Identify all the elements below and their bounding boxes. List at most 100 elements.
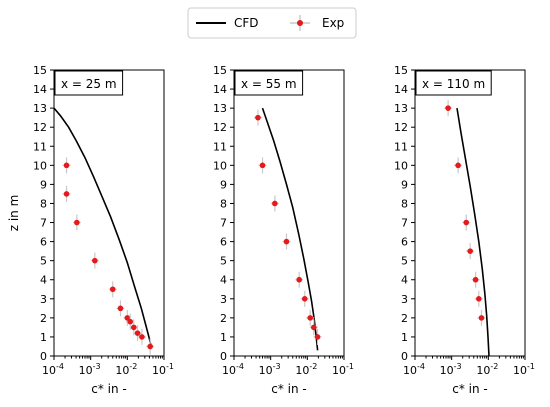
y-tick-label: 4: [40, 274, 47, 287]
x-tick-label: 10-2: [476, 362, 498, 377]
y-tick-label: 14: [33, 83, 47, 96]
legend-box: [187, 7, 357, 39]
y-tick-label: 0: [220, 350, 227, 363]
exp-point: [272, 200, 278, 207]
exp-point: [455, 162, 461, 169]
y-tick-label: 5: [40, 255, 47, 268]
x-tick-label: 10-1: [152, 362, 174, 377]
y-tick-label: 11: [213, 140, 227, 153]
y-tick-label: 2: [40, 312, 47, 325]
exp-point: [92, 257, 98, 264]
exp-point: [301, 296, 308, 302]
exp-point: [259, 162, 266, 169]
exp-point: [127, 318, 134, 325]
exp-point: [310, 324, 317, 331]
y-tick-label: 13: [213, 102, 227, 115]
panel-title-box: [415, 70, 492, 96]
axes-frame: [53, 69, 165, 357]
plot-area: [253, 107, 322, 351]
panel-title: x = 110 m: [422, 77, 485, 91]
y-tick-label: 15: [33, 64, 47, 77]
y-tick-label: 3: [40, 293, 47, 306]
exp-point: [109, 286, 116, 293]
exp-point: [463, 219, 470, 226]
y-tick-label: 13: [33, 102, 47, 115]
y-tick-label: 8: [220, 197, 227, 210]
y-tick-label: 8: [401, 197, 408, 210]
exp-point: [478, 315, 485, 321]
y-tick-label: 1: [220, 331, 227, 344]
y-tick-label: 12: [33, 121, 47, 134]
y-tick-label: 8: [40, 197, 47, 210]
x-tick-label: 10-3: [440, 362, 462, 377]
y-tick-label: 12: [213, 121, 227, 134]
y-tick-label: 3: [220, 293, 227, 306]
y-tick-label: 5: [220, 255, 227, 268]
x-tick-label: 10-3: [79, 362, 101, 377]
exp-point: [147, 343, 153, 350]
x-tick-label: 10-1: [513, 362, 535, 377]
exp-point: [134, 330, 141, 336]
y-tick-label: 9: [40, 178, 47, 191]
exp-point: [130, 324, 137, 331]
exp-point: [314, 334, 321, 340]
x-tick-label: 10-1: [332, 362, 354, 377]
x-axis-label: c* in -: [91, 382, 127, 396]
y-tick-label: 7: [220, 217, 227, 230]
y-tick-label: 14: [213, 83, 227, 96]
y-tick-label: 5: [401, 255, 408, 268]
exp-point: [472, 276, 479, 283]
x-tick-label: 10-2: [115, 362, 137, 377]
x-axis-label: c* in -: [271, 382, 307, 396]
cfd-line: [456, 107, 490, 356]
exp-point: [63, 162, 70, 169]
y-tick-label: 4: [220, 274, 227, 287]
legend-exp-label: Exp: [322, 16, 344, 30]
panel-title-box: [234, 70, 304, 96]
panel-title-box: [54, 70, 124, 96]
panel-title: x = 55 m: [241, 77, 297, 91]
y-tick-label: 13: [394, 102, 408, 115]
y-tick-label: 9: [401, 178, 408, 191]
y-tick-label: 15: [394, 64, 408, 77]
legend: CFD Exp: [187, 7, 357, 39]
y-tick-label: 10: [213, 159, 227, 172]
y-tick-label: 6: [401, 236, 408, 249]
y-tick-label: 0: [40, 350, 47, 363]
y-tick-label: 6: [40, 236, 47, 249]
x-tick-label: 10-4: [222, 362, 244, 377]
exp-point: [307, 315, 314, 321]
y-tick-label: 3: [401, 293, 408, 306]
y-axis-label: z in m: [7, 195, 21, 232]
legend-exp-marker: [297, 20, 303, 26]
exp-point: [467, 248, 473, 254]
exp-point: [283, 238, 290, 245]
exp-point: [476, 296, 482, 302]
exp-point: [139, 334, 145, 340]
exp-point: [74, 219, 80, 226]
y-tick-label: 14: [394, 83, 408, 96]
y-tick-label: 7: [40, 217, 47, 230]
exp-point: [63, 191, 70, 197]
y-tick-label: 6: [220, 236, 227, 249]
x-axis-label: c* in -: [452, 382, 488, 396]
exp-point: [255, 114, 261, 121]
y-tick-label: 11: [33, 140, 47, 153]
exp-point: [445, 105, 451, 111]
exp-point: [124, 315, 131, 321]
exp-point: [117, 305, 124, 312]
plot-area: [444, 100, 490, 356]
y-tick-label: 10: [33, 159, 47, 172]
legend-cfd-label: CFD: [234, 16, 259, 30]
y-tick-label: 12: [394, 121, 408, 134]
panel-title: x = 25 m: [61, 77, 117, 91]
y-tick-label: 10: [394, 159, 408, 172]
y-tick-label: 15: [213, 64, 227, 77]
y-tick-label: 0: [401, 350, 408, 363]
x-tick-label: 10-2: [295, 362, 317, 377]
axes-frame: [414, 69, 526, 357]
